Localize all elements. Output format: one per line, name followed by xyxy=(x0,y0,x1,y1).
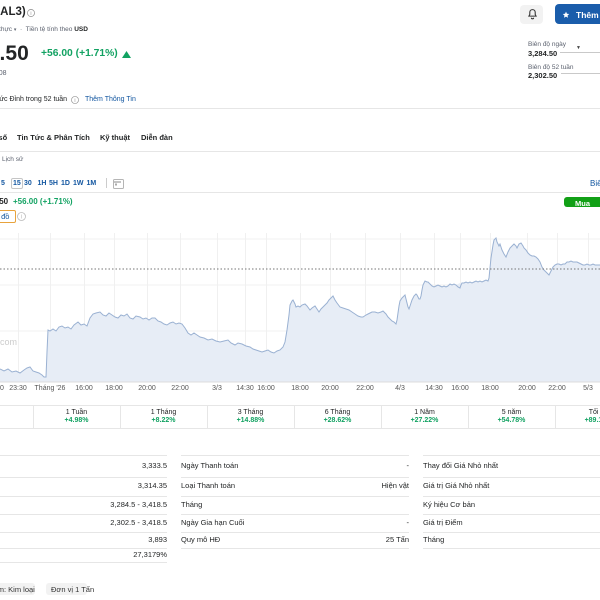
svg-text:i: i xyxy=(21,215,22,221)
svg-text:i: i xyxy=(74,98,75,104)
svg-text:i: i xyxy=(30,10,31,16)
